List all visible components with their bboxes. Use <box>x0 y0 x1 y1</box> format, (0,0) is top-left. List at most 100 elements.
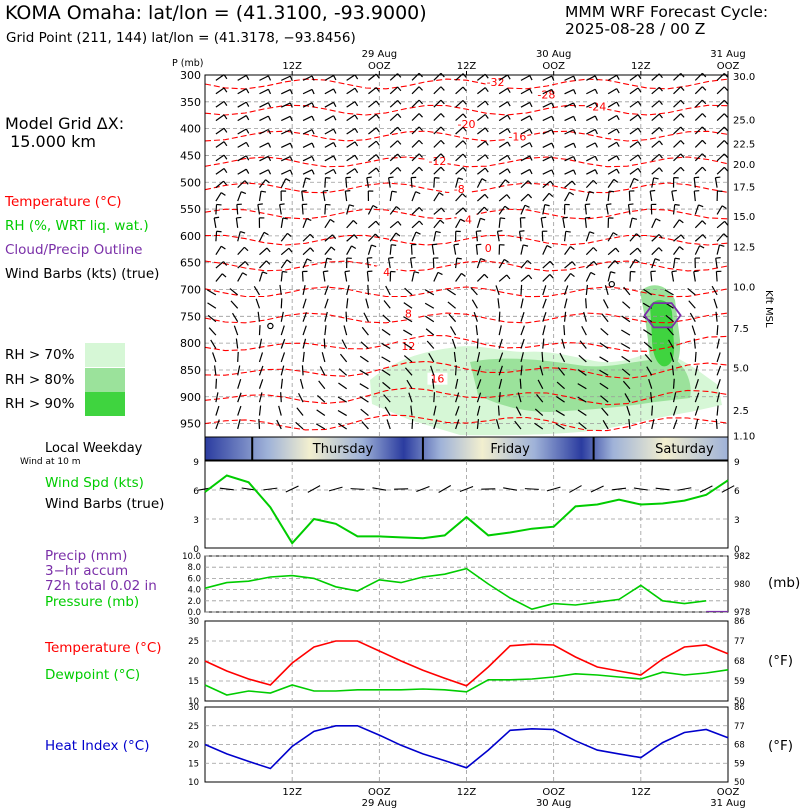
wind-barb <box>693 271 696 282</box>
wind-barb <box>688 300 696 309</box>
wind-barb-flag <box>245 75 250 81</box>
wind-barb <box>564 169 574 175</box>
wind-barb-flag <box>484 127 489 133</box>
wind-barb-flag <box>637 127 642 133</box>
isotherm-line <box>204 234 729 246</box>
wind-barb-flag <box>397 221 402 226</box>
wind-barb-flag <box>265 260 271 265</box>
wind-barb <box>607 141 618 148</box>
wind-barb-flag <box>267 156 272 162</box>
wind-barb-flag <box>311 115 315 122</box>
isotherm-line <box>204 360 729 379</box>
surface-wind-barb <box>612 487 627 491</box>
wind-barb <box>665 314 674 323</box>
wind-barb-flag <box>395 206 401 211</box>
wind-barb <box>389 99 398 108</box>
wind-barb <box>519 378 522 389</box>
top-hour-label: OOZ <box>368 61 391 72</box>
wind-barb-flag <box>289 142 293 148</box>
wind-barb <box>381 356 391 363</box>
wind-barb <box>302 102 313 108</box>
wind-barb <box>425 328 435 336</box>
wind-barb-flag <box>458 177 464 180</box>
wind-barb-flag <box>529 128 533 134</box>
wind-barb-flag <box>309 247 315 252</box>
wind-barb-flag <box>549 274 554 279</box>
wind-barb <box>368 127 377 135</box>
wind-barb <box>542 204 546 215</box>
wind-barb-flag <box>593 260 598 266</box>
isotherm-line <box>204 387 729 406</box>
wind-barb <box>382 381 391 390</box>
wind-barb <box>689 312 696 322</box>
wind-barb-flag <box>723 140 729 145</box>
wind-barb <box>607 179 615 188</box>
wind-barb <box>343 325 348 336</box>
wind-barb <box>324 258 328 269</box>
wind-barb <box>673 140 682 148</box>
wind-barb-flag <box>438 192 444 196</box>
wind-barb-flag <box>616 88 620 94</box>
wind-barb-flag <box>594 169 598 175</box>
pressure-tick-label: 850 <box>180 364 201 377</box>
wind-barb <box>366 177 370 188</box>
temp-tick-left: 15 <box>188 677 199 687</box>
wind-barb <box>389 191 393 202</box>
wind-barb-flag <box>245 115 250 121</box>
surface-wind-barb <box>633 487 648 491</box>
wind-barb <box>694 405 700 416</box>
wind-barb <box>498 87 508 95</box>
wind-barb <box>258 338 263 349</box>
wind-barb <box>694 153 703 162</box>
wind-barb <box>403 316 413 323</box>
wind-barb-flag <box>375 140 380 146</box>
wind-barb-flag <box>571 261 576 266</box>
wind-barb <box>215 392 219 403</box>
wind-barb <box>477 154 486 162</box>
isotherm-label: -4 <box>461 213 472 226</box>
wind-barb-flag <box>330 246 336 251</box>
wind-barb <box>337 422 347 430</box>
wind-barb-flag <box>680 86 685 91</box>
wind-barb <box>651 177 655 188</box>
wind-barb <box>433 392 436 403</box>
wind-barb-flag <box>529 169 533 175</box>
legend-rh: RH (%, WRT liq. wat.) <box>5 218 149 234</box>
wind-barb <box>713 298 718 309</box>
kft-tick-label: 20.0 <box>733 160 755 171</box>
wind-barb <box>387 258 391 269</box>
wind-barb <box>534 408 544 416</box>
wind-barb <box>564 156 574 162</box>
wind-barb <box>259 102 269 108</box>
wind-barb <box>585 260 595 269</box>
precip-bar <box>706 610 728 612</box>
wind-barb <box>563 285 569 296</box>
wind-barb <box>215 231 218 242</box>
wind-barb-flag <box>573 129 577 135</box>
wind-barb <box>585 298 587 309</box>
wind-barb <box>453 244 457 255</box>
wind-barb <box>368 113 377 122</box>
wind-barb-flag <box>546 245 552 249</box>
wind-barb <box>477 127 486 135</box>
wind-tick-right: 9 <box>734 458 740 468</box>
wind-barb <box>389 167 398 175</box>
wind-barb-flag <box>551 102 555 108</box>
wind-barb-flag <box>658 234 663 239</box>
wind-barb <box>585 179 594 189</box>
wind-barb <box>346 141 356 148</box>
wind-barb <box>716 205 723 215</box>
wind-barb-flag <box>375 113 380 119</box>
wind-barb <box>716 140 725 148</box>
wind-barb <box>498 168 508 175</box>
wind-barb <box>476 193 486 202</box>
wind-barb-flag <box>397 113 402 118</box>
wind-barb <box>520 244 524 255</box>
wind-barb <box>411 191 417 202</box>
wind-barb-flag <box>573 169 577 175</box>
isotherm-label-bg <box>398 307 419 320</box>
wind-barb <box>344 191 348 202</box>
heat-index-unit-f: (°F) <box>768 738 794 754</box>
wind-barb <box>672 405 678 416</box>
